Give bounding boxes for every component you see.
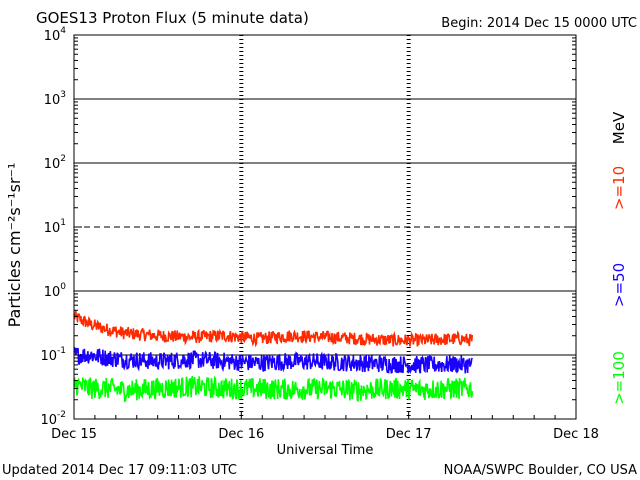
chart-legend: MeV >=10 >=50 >=100 xyxy=(610,111,628,405)
series-line xyxy=(73,346,473,375)
series-line xyxy=(73,310,474,348)
legend-entry: >=100 xyxy=(610,351,628,405)
y-axis-ticks: 10-2 10-1 100 101 102 103 104 xyxy=(40,26,576,428)
x-axis-ticks: Dec 15 Dec 16 Dec 17 Dec 18 xyxy=(51,411,599,442)
chart-grid xyxy=(74,35,576,419)
data-source: NOAA/SWPC Boulder, CO USA xyxy=(444,463,637,478)
y-tick-label: 101 xyxy=(44,218,66,236)
chart-title: GOES13 Proton Flux (5 minute data) xyxy=(36,9,309,27)
x-tick-label: Dec 18 xyxy=(553,427,599,442)
y-tick-label: 10-1 xyxy=(40,346,66,364)
x-tick-label: Dec 16 xyxy=(218,427,264,442)
series-line xyxy=(73,375,474,403)
y-tick-label: 10-2 xyxy=(40,410,66,428)
updated-timestamp: Updated 2014 Dec 17 09:11:03 UTC xyxy=(2,463,237,478)
legend-unit: MeV xyxy=(610,111,628,144)
chart-series xyxy=(73,310,474,403)
x-tick-label: Dec 15 xyxy=(51,427,97,442)
y-tick-label: 104 xyxy=(44,26,67,44)
y-tick-label: 102 xyxy=(44,154,66,172)
legend-entry: >=50 xyxy=(610,263,628,307)
y-tick-label: 103 xyxy=(44,90,66,108)
x-tick-label: Dec 17 xyxy=(386,427,432,442)
y-tick-label: 100 xyxy=(44,282,67,300)
begin-time: Begin: 2014 Dec 15 0000 UTC xyxy=(441,16,637,31)
x-axis-label: Universal Time xyxy=(277,443,374,458)
y-axis-label: Particles cm⁻²s⁻¹sr⁻¹ xyxy=(5,163,24,328)
legend-entry: >=10 xyxy=(610,166,628,210)
